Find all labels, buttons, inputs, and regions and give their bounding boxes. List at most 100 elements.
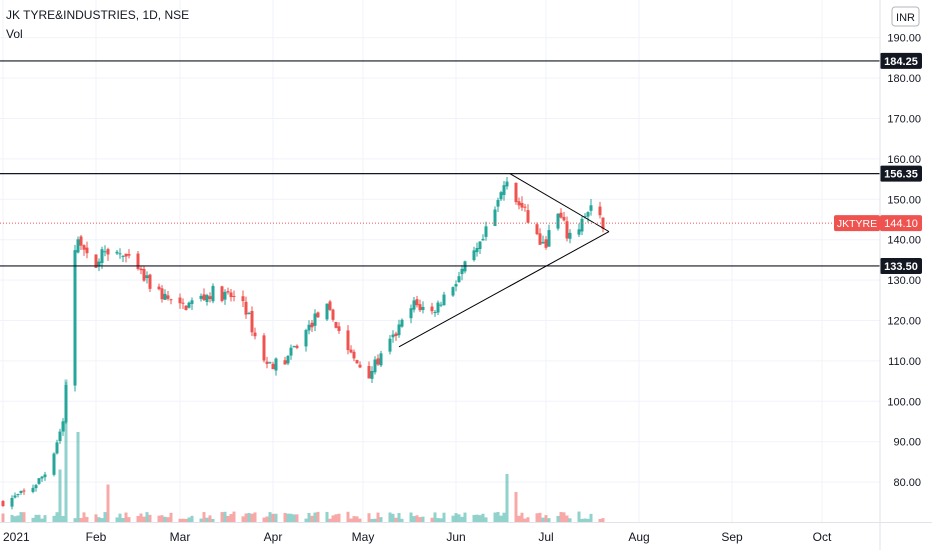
candle-body xyxy=(388,338,392,352)
candle xyxy=(85,241,89,259)
volume-bar xyxy=(586,518,590,522)
volume-bar xyxy=(106,484,110,522)
volume-bar xyxy=(265,516,269,522)
volume-bar xyxy=(142,516,146,522)
volume-bar xyxy=(544,515,548,522)
volume-bar xyxy=(535,513,539,522)
price-tick-label: 110.00 xyxy=(888,356,921,368)
time-tick-label: Oct xyxy=(813,530,832,544)
candle xyxy=(349,345,353,354)
volume-bar xyxy=(178,518,182,522)
candle xyxy=(232,290,236,302)
candle xyxy=(514,182,518,205)
level-price-label: 133.50 xyxy=(884,261,918,273)
candle xyxy=(58,428,62,444)
volume-bar xyxy=(241,516,245,522)
candle-body xyxy=(37,478,41,484)
candle xyxy=(451,286,455,297)
level-price-tag xyxy=(880,52,922,69)
candle-body xyxy=(499,192,503,200)
candle-body xyxy=(226,291,230,293)
candle-body xyxy=(484,226,488,237)
candle-body xyxy=(229,292,233,298)
volume-bar xyxy=(220,512,224,522)
volume-bar xyxy=(184,518,188,522)
candle-body xyxy=(472,250,476,261)
volume-bar xyxy=(199,518,203,522)
candle xyxy=(250,306,254,336)
price-axis[interactable]: 190.00 180.00 170.00 160.00 150.00 140.00 130.… xyxy=(834,0,922,550)
volume-bar xyxy=(583,518,587,522)
volume-bar xyxy=(97,517,101,522)
candle xyxy=(169,298,173,305)
candle-body xyxy=(535,224,539,235)
candle-body xyxy=(271,363,275,370)
price-tick-label: 170.00 xyxy=(887,114,921,126)
volume-bar xyxy=(412,516,416,522)
candle xyxy=(559,208,563,219)
volume-bar xyxy=(481,513,485,522)
volume-bar xyxy=(76,432,80,522)
time-axis[interactable]: 2021 Feb Mar Apr May Jun Jul Aug Sep Oct xyxy=(0,522,932,545)
volume-bar xyxy=(451,515,455,522)
trendline[interactable] xyxy=(398,231,610,348)
volume-bar xyxy=(115,517,119,522)
trendline[interactable] xyxy=(509,173,610,233)
candle xyxy=(430,302,434,315)
candle-body xyxy=(583,216,587,218)
volume-bar xyxy=(577,511,581,522)
volume-bar xyxy=(40,518,44,522)
level-price-label: 156.35 xyxy=(884,169,918,181)
volume-bar xyxy=(121,518,125,522)
volume-bar xyxy=(181,518,185,522)
candle-body xyxy=(253,332,257,337)
candle xyxy=(121,255,125,262)
volume-bar xyxy=(148,514,152,522)
volume-bar xyxy=(547,518,551,522)
candle-body xyxy=(325,303,329,320)
candle-body xyxy=(493,209,497,226)
volume-bar xyxy=(163,516,167,522)
volume-indicator-label: Vol xyxy=(6,27,23,41)
volume-bar xyxy=(103,512,107,522)
candle xyxy=(391,330,395,343)
volume-bar xyxy=(253,512,257,522)
candle-body xyxy=(295,345,299,348)
candle xyxy=(157,283,161,291)
candle-body xyxy=(475,247,479,253)
candle-body xyxy=(163,293,167,300)
volume-bar xyxy=(52,515,56,522)
volume-bar xyxy=(268,512,272,522)
candle-body xyxy=(460,268,464,275)
price-tick-label: 140.00 xyxy=(887,235,921,247)
candle-body xyxy=(10,498,14,507)
candle-body xyxy=(598,206,602,216)
candle xyxy=(316,311,320,318)
candle-body xyxy=(394,333,398,336)
candle-body xyxy=(337,326,341,331)
candle xyxy=(400,318,404,328)
candle xyxy=(568,229,572,244)
candle xyxy=(211,283,215,304)
candle xyxy=(187,301,191,309)
candle xyxy=(73,244,77,392)
candle xyxy=(415,296,419,308)
candle xyxy=(124,253,128,263)
candle-body xyxy=(502,185,506,195)
candle-body xyxy=(208,296,212,300)
candle-body xyxy=(352,351,356,359)
volume-bar xyxy=(79,517,83,522)
candle xyxy=(586,211,590,223)
volume-bar xyxy=(373,518,377,522)
candle-body xyxy=(184,305,188,310)
candle-body xyxy=(241,296,245,302)
candle xyxy=(271,361,275,370)
volume-bar xyxy=(379,517,383,522)
currency-badge[interactable]: INR xyxy=(891,6,920,27)
candle-body xyxy=(223,291,227,300)
candle xyxy=(433,310,437,317)
candle xyxy=(520,196,524,211)
volume-bar xyxy=(166,517,170,522)
volume-bar xyxy=(22,512,26,522)
